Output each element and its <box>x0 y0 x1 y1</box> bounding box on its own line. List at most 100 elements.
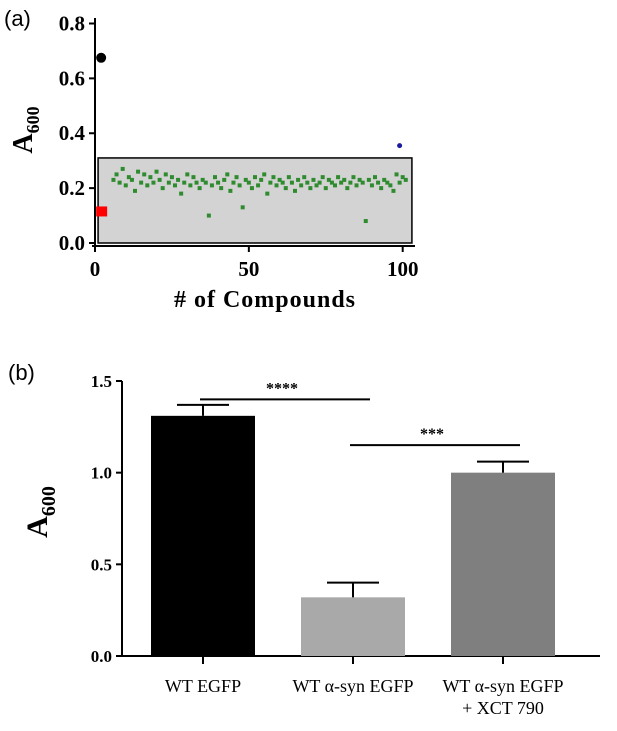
x-tick-label: 0 <box>90 257 101 281</box>
data-point-green <box>117 180 122 185</box>
y-tick-label: 0.6 <box>59 66 85 90</box>
data-point-green <box>302 175 307 180</box>
data-point-green <box>240 205 245 210</box>
data-point-green <box>373 175 377 180</box>
data-point-green <box>148 175 153 180</box>
data-point-green <box>268 180 273 185</box>
data-point-green <box>151 180 156 185</box>
data-point-green <box>163 172 168 177</box>
data-point-green <box>182 180 187 185</box>
data-point-green <box>154 169 159 174</box>
significance-label: **** <box>266 380 298 397</box>
data-point-green <box>336 175 341 180</box>
panel-a-label: (a) <box>4 6 31 31</box>
data-point-green <box>366 177 371 182</box>
data-point-green <box>145 183 150 188</box>
data-point-green <box>139 180 144 185</box>
data-point-green <box>400 175 405 180</box>
data-point-green <box>209 183 214 188</box>
data-point-green <box>203 180 208 185</box>
y-tick-label: 0.0 <box>91 647 112 666</box>
data-point-green <box>394 172 399 177</box>
data-point-green <box>397 180 402 185</box>
data-point-green <box>249 186 254 191</box>
x-tick-label: 100 <box>387 257 419 281</box>
data-point-green <box>280 180 285 185</box>
data-point-green <box>216 180 221 185</box>
data-point-green <box>391 188 396 193</box>
data-point-green <box>308 186 313 191</box>
data-point-green <box>191 175 196 180</box>
bar <box>301 597 405 656</box>
data-point-green <box>265 191 270 196</box>
data-point-green <box>179 191 184 196</box>
data-point-green <box>237 183 242 188</box>
data-point-green <box>219 186 224 191</box>
data-point-green <box>206 213 211 218</box>
data-point-green <box>142 172 147 177</box>
data-point-green <box>166 180 171 185</box>
bar <box>151 415 255 656</box>
data-point-green <box>259 177 264 182</box>
data-point-green <box>271 175 276 180</box>
data-point-green <box>293 188 297 193</box>
data-point-green <box>173 183 177 188</box>
data-point-green <box>133 188 137 193</box>
data-point-green <box>123 183 128 188</box>
data-point-green <box>317 180 322 185</box>
data-point-green <box>213 175 217 180</box>
data-point-green <box>326 177 331 182</box>
data-point-green <box>200 177 205 182</box>
data-point-green <box>129 177 134 182</box>
data-point-green <box>157 177 162 182</box>
y-tick-label: 0.8 <box>59 11 85 35</box>
data-point-green <box>348 180 353 185</box>
data-point-green <box>225 172 230 177</box>
data-point-green <box>283 186 288 191</box>
data-point-green <box>256 183 261 188</box>
data-point-green <box>277 177 282 182</box>
y-tick-label: 0.0 <box>59 231 85 255</box>
y-tick-label: 0.5 <box>91 555 112 574</box>
data-point-green <box>111 177 116 182</box>
data-point-green <box>323 186 328 191</box>
data-point-green <box>194 180 199 185</box>
data-point-green <box>376 180 381 185</box>
data-point-green <box>339 180 344 185</box>
data-point-green <box>296 177 301 182</box>
y-tick-label: 1.5 <box>91 372 112 391</box>
scatter-chart-a: 0.0 0.2 0.4 0.6 0.8 0 50 100 # of Compounds A600 <box>8 11 418 313</box>
data-point-green <box>197 186 202 191</box>
data-point-green <box>305 180 310 185</box>
data-point-green <box>345 186 350 191</box>
x-axis-label: # of Compounds <box>174 287 356 313</box>
data-point-black <box>96 52 107 63</box>
data-point-green <box>354 183 359 188</box>
bar-chart-b: 0.0 0.5 1.0 1.5 A600 WT EGFP WT α-syn EGFP WT α… <box>21 372 600 718</box>
data-point-green <box>385 180 390 185</box>
data-point-green <box>246 180 251 185</box>
data-point-green <box>185 172 190 177</box>
data-point-green <box>114 172 119 177</box>
data-point-green <box>357 177 362 182</box>
data-point-green <box>329 180 334 185</box>
data-point-green <box>188 183 193 188</box>
data-point-green <box>222 177 227 182</box>
data-point-green <box>351 175 356 180</box>
data-point-green <box>363 219 368 224</box>
data-point-green <box>360 180 365 185</box>
shaded-region <box>97 157 413 244</box>
y-axis-label: A600 <box>21 486 60 538</box>
data-point-green <box>379 186 384 191</box>
data-point-green <box>289 180 294 185</box>
data-point-blue <box>397 143 403 149</box>
data-point-green <box>320 175 325 180</box>
x-tick-label: 50 <box>238 257 259 281</box>
y-tick-label: 1.0 <box>91 464 112 483</box>
data-point-green <box>228 188 233 193</box>
y-axis-label-main: A <box>8 133 39 154</box>
data-point-green <box>243 177 248 182</box>
y-axis-label-sub: 600 <box>23 106 43 133</box>
data-point-green <box>231 180 236 185</box>
x-tick-label: + XCT 790 <box>462 698 544 718</box>
